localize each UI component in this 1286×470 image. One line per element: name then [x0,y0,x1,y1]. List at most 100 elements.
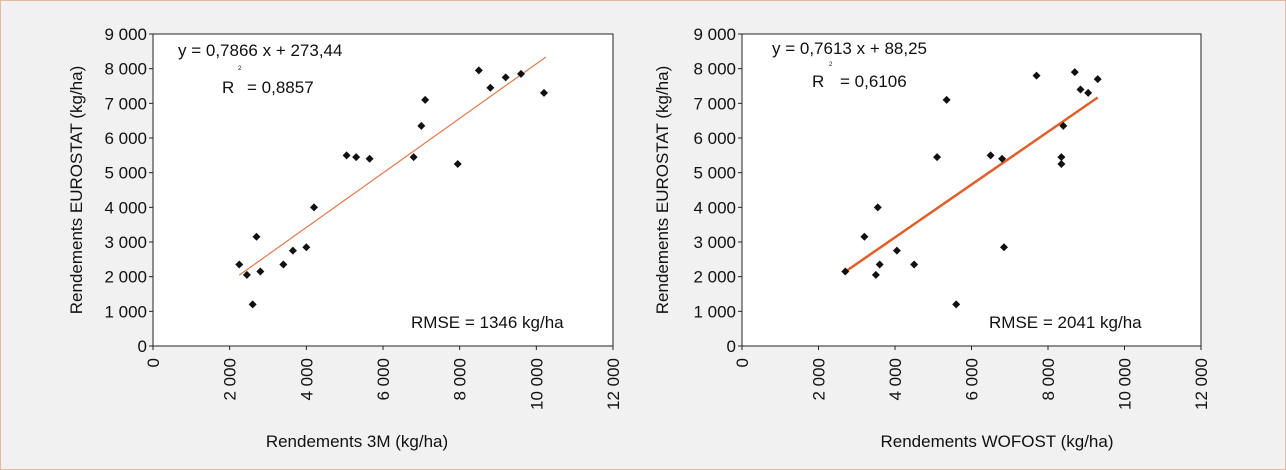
data-point [352,153,361,162]
data-point [540,88,548,97]
data-point [417,121,426,130]
trend-line [844,96,1099,273]
x-tick-label: 2 000 [810,358,829,401]
data-point [1000,243,1009,252]
x-tick-label: 4 000 [297,358,316,401]
data-point [1076,85,1085,94]
x-tick-label: 8 000 [1039,358,1058,401]
data-point [873,203,882,212]
data-point [841,267,850,276]
x-axis-title: Rendements WOFOST (kg/ha) [880,432,1113,451]
data-point [1084,88,1093,97]
y-tick-label: 5 000 [693,164,736,183]
data-point [942,95,951,104]
data-point [302,243,311,252]
y-tick-label: 6 000 [693,129,736,148]
chart-3m: 0 1 000 2 000 3 000 4 000 5 000 6 000 7 000 8 00… [67,25,623,451]
x-tick-label: 12 000 [604,358,623,410]
plot-area [741,33,1202,347]
data-point [409,153,418,162]
data-points [235,66,548,309]
rmse-label: RMSE = 2041 kg/ha [989,313,1142,332]
data-point [910,260,919,269]
x-tick-label: 8 000 [451,358,470,401]
r2-superscript: 2 [829,62,833,68]
y-tick-label: 8 000 [693,60,736,79]
y-tick-label: 9 000 [104,25,147,44]
equation-label: y = 0,7613 x + 88,25 [772,39,927,58]
r2-letter: R [812,72,824,91]
y-tick-label: 0 [727,337,736,356]
y-tick-label: 6 000 [104,129,147,148]
y-tick-label: 7 000 [104,94,147,113]
data-point [342,151,351,160]
data-point [474,66,483,75]
data-point [453,160,462,168]
x-tick-label: 10 000 [527,358,546,410]
x-tick-label: 6 000 [963,358,982,401]
y-tick-label: 2 000 [693,268,736,287]
x-axis: 0 2 000 4 000 6 000 8 000 10 000 12 000 [733,346,1211,410]
data-point [517,69,525,78]
chart-wofost: 0 1 000 2 000 3 000 4 000 5 000 6 000 7 000 8 00… [653,25,1211,451]
y-axis: 0 1 000 2 000 3 000 4 000 5 000 6 000 7 000 8 00… [693,25,742,356]
y-axis-title: Rendements EUROSTAT (kg/ha) [67,66,86,314]
data-point [871,270,880,279]
data-point [235,260,244,269]
data-point [242,270,251,279]
data-point [986,151,995,160]
x-tick-label: 6 000 [374,358,393,401]
trend-line [238,56,547,276]
data-point [421,95,430,104]
data-point [1059,121,1068,130]
data-point [952,300,961,309]
x-tick-label: 12 000 [1192,358,1211,410]
data-point [256,267,265,276]
data-point [288,246,297,255]
r2-superscript: 2 [238,66,242,72]
x-tick-label: 0 [733,358,752,367]
y-tick-label: 3 000 [104,233,147,252]
data-point [252,232,261,241]
y-tick-label: 1 000 [104,302,147,321]
x-tick-label: 0 [144,358,163,367]
y-axis: 0 1 000 2 000 3 000 4 000 5 000 6 000 7 000 8 00… [104,25,153,356]
equation-label: y = 0,7866 x + 273,44 [178,41,342,60]
y-tick-label: 1 000 [693,302,736,321]
y-tick-label: 4 000 [693,198,736,217]
x-axis-title: Rendements 3M (kg/ha) [266,432,448,451]
rmse-label: RMSE = 1346 kg/ha [411,313,564,332]
y-tick-label: 7 000 [693,94,736,113]
x-tick-label: 2 000 [221,358,240,401]
data-point [1057,160,1066,168]
r2-value: = 0,6106 [840,72,907,91]
y-tick-label: 0 [138,337,147,356]
data-point [998,154,1007,163]
y-tick-label: 2 000 [104,268,147,287]
data-point [1093,75,1102,84]
data-point [248,300,257,309]
data-points [841,68,1102,309]
plot-area [152,33,614,347]
y-tick-label: 8 000 [104,60,147,79]
data-point [1057,153,1066,162]
data-point [486,83,495,92]
y-tick-label: 9 000 [693,25,736,44]
x-tick-label: 4 000 [886,358,905,401]
y-tick-label: 5 000 [104,164,147,183]
y-axis-title: Rendements EUROSTAT (kg/ha) [653,66,672,314]
data-point [875,260,884,269]
data-point [1070,68,1079,77]
data-point [365,154,374,163]
data-point [501,73,510,82]
y-tick-label: 4 000 [104,198,147,217]
data-point [933,153,942,162]
data-point [279,260,288,269]
r2-letter: R [222,78,234,97]
y-tick-label: 3 000 [693,233,736,252]
data-point [310,203,318,212]
data-point [1032,71,1041,80]
x-tick-label: 10 000 [1116,358,1135,410]
x-axis: 0 2 000 4 000 6 000 8 000 10 000 12 000 [144,346,623,410]
